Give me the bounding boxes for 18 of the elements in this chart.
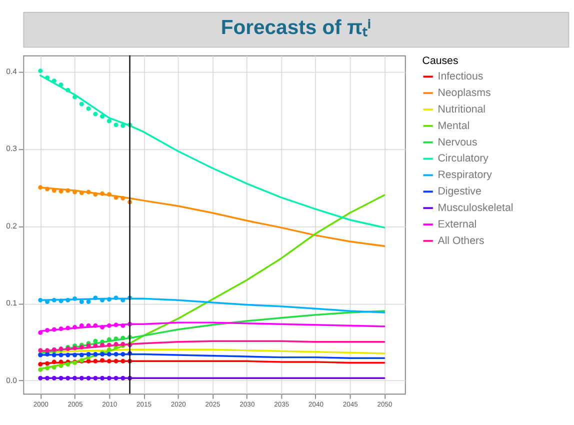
legend-label: Musculoskeletal <box>438 202 514 214</box>
y-tick-label: 0.1 <box>6 298 17 308</box>
legend-label: Digestive <box>438 186 482 198</box>
legend-label: All Others <box>438 234 484 247</box>
legend-label: Respiratory <box>438 169 493 182</box>
legend-label: Nervous <box>438 136 478 148</box>
legend-title: Causes <box>422 55 458 68</box>
legend-label: Circulatory <box>438 152 490 165</box>
y-tick-label: 0.2 <box>6 221 17 230</box>
chart-title: Forecasts of πₜⁱ <box>220 17 371 40</box>
legend-label: External <box>438 218 477 230</box>
y-tick-label: 0.3 <box>6 144 17 154</box>
legend-label: Infectious <box>438 70 484 83</box>
y-tick-label: 0.0 <box>6 376 17 385</box>
legend-label: Nutritional <box>438 103 486 116</box>
legend-label: Neoplasms <box>438 86 491 99</box>
y-tick-label: 0.4 <box>6 67 18 76</box>
legend-label: Mental <box>438 120 470 132</box>
